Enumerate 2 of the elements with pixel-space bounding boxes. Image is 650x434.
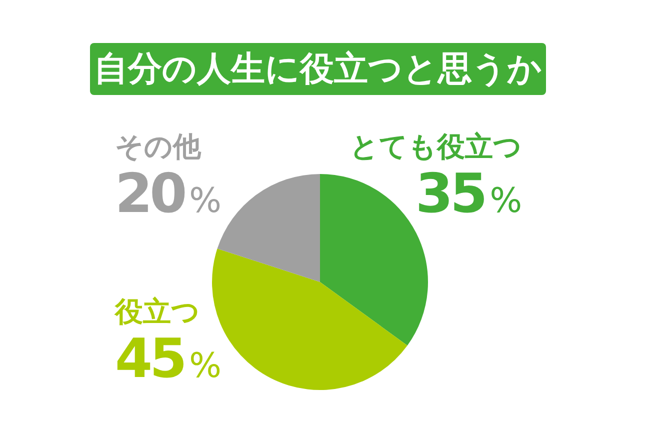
chart-title: 自分の人生に役立つと思うか xyxy=(94,49,542,89)
title: 自分の人生に役立つと思うか xyxy=(90,43,546,95)
